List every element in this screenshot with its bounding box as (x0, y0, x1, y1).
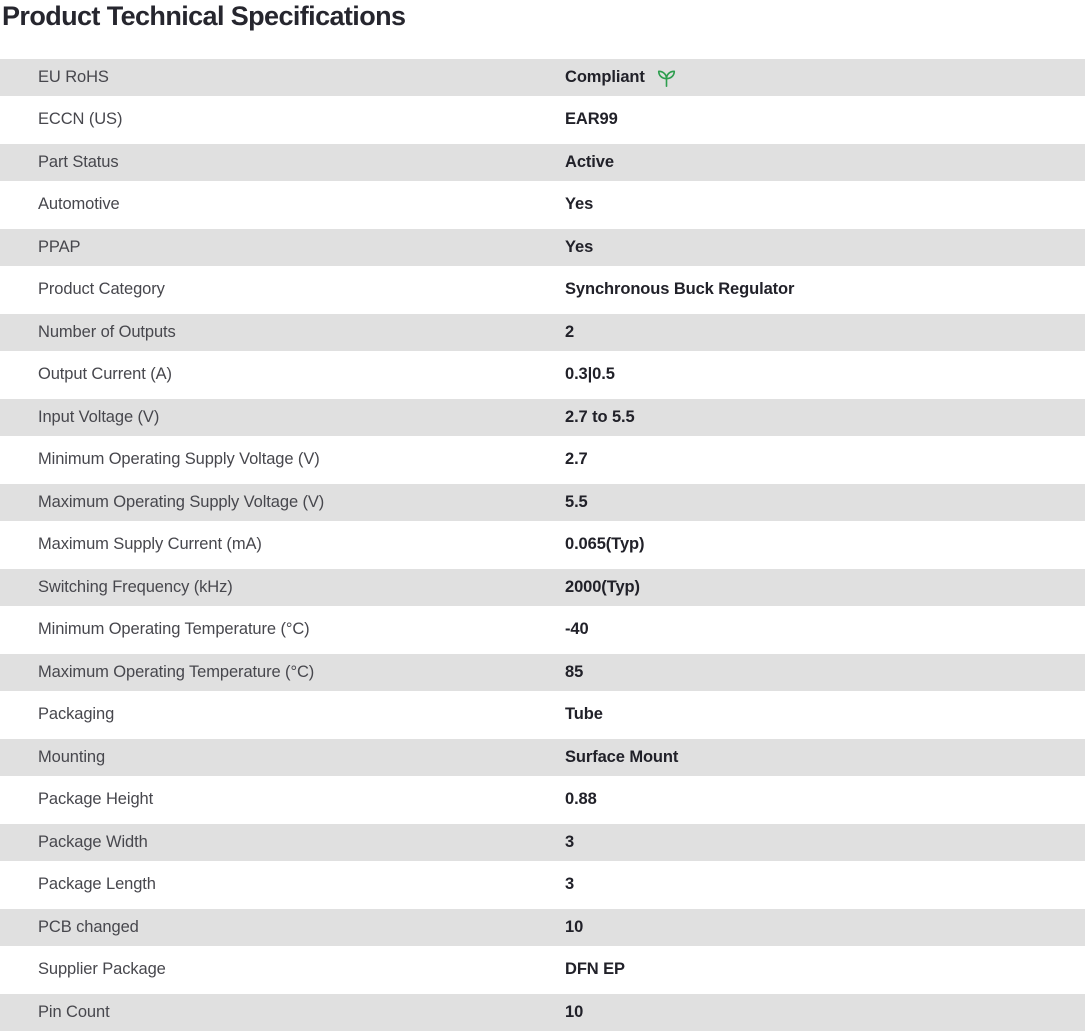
spec-label: EU RoHS (38, 67, 109, 86)
spec-label: PPAP (38, 237, 81, 256)
leaf-icon (655, 66, 678, 89)
table-row: ECCN (US) EAR99 (0, 98, 1085, 141)
table-row: PPAP Yes (0, 226, 1085, 269)
spec-value: Synchronous Buck Regulator (565, 280, 1085, 299)
table-row: Package Height 0.88 (0, 778, 1085, 821)
spec-label: Minimum Operating Supply Voltage (V) (38, 450, 320, 469)
spec-value-text: Surface Mount (565, 747, 679, 766)
spec-label: Number of Outputs (38, 322, 176, 341)
spec-label: Output Current (A) (38, 365, 172, 384)
table-row: Minimum Operating Temperature (°C) -40 (0, 608, 1085, 651)
spec-label: Package Length (38, 875, 156, 894)
table-row: Package Width 3 (0, 821, 1085, 864)
spec-label: Maximum Operating Temperature (°C) (38, 662, 315, 681)
spec-value-text: 3 (565, 832, 575, 851)
spec-value-text: 2000(Typ) (565, 577, 640, 596)
table-row: Supplier Package DFN EP (0, 948, 1085, 991)
spec-label: Switching Frequency (kHz) (38, 577, 233, 596)
spec-value: 3 (565, 833, 1085, 852)
spec-value: 2.7 (565, 450, 1085, 469)
spec-value: 0.065(Typ) (565, 535, 1085, 554)
table-row: Part Status Active (0, 141, 1085, 184)
spec-value: Tube (565, 705, 1085, 724)
spec-value-text: DFN EP (565, 960, 625, 979)
table-row: Mounting Surface Mount (0, 736, 1085, 779)
spec-value-text: -40 (565, 620, 589, 639)
spec-value: 10 (565, 1003, 1085, 1022)
spec-label: Mounting (38, 747, 106, 766)
table-row: Pin Count 10 (0, 991, 1085, 1034)
spec-value: Active (565, 153, 1085, 172)
spec-value: 0.88 (565, 790, 1085, 809)
page-title: Product Technical Specifications (2, 1, 406, 31)
spec-value-text: Tube (565, 705, 603, 724)
spec-value-text: Yes (565, 237, 594, 256)
spec-value: -40 (565, 620, 1085, 639)
spec-value: EAR99 (565, 110, 1085, 129)
table-row: Minimum Operating Supply Voltage (V) 2.7 (0, 438, 1085, 481)
spec-value-text: 85 (565, 662, 584, 681)
spec-label: Minimum Operating Temperature (°C) (38, 620, 310, 639)
spec-value-text: 0.88 (565, 790, 597, 809)
spec-value: DFN EP (565, 960, 1085, 979)
spec-label: Supplier Package (38, 960, 166, 979)
spec-value: 5.5 (565, 493, 1085, 512)
spec-value: 0.3|0.5 (565, 365, 1085, 384)
spec-value-text: Yes (565, 195, 594, 214)
spec-value-text: 10 (565, 1002, 584, 1021)
spec-label: ECCN (US) (38, 110, 123, 129)
spec-value-text: Synchronous Buck Regulator (565, 280, 795, 299)
spec-label: Product Category (38, 280, 165, 299)
spec-value-text: 10 (565, 917, 584, 936)
spec-label: Pin Count (38, 1002, 110, 1021)
spec-value: 2.7 to 5.5 (565, 408, 1085, 427)
table-row: Packaging Tube (0, 693, 1085, 736)
table-row: Output Current (A) 0.3|0.5 (0, 353, 1085, 396)
table-row: Maximum Supply Current (mA) 0.065(Typ) (0, 523, 1085, 566)
spec-label: Part Status (38, 152, 119, 171)
table-row: EU RoHS Compliant (0, 56, 1085, 99)
spec-value: 10 (565, 918, 1085, 937)
table-row: Package Length 3 (0, 863, 1085, 906)
spec-label: PCB changed (38, 917, 139, 936)
spec-value-text: 0.3|0.5 (565, 365, 615, 384)
spec-label: Package Width (38, 832, 148, 851)
spec-value: Compliant (565, 66, 1085, 89)
spec-value: 2 (565, 323, 1085, 342)
spec-table: EU RoHS Compliant ECCN (US) EAR99 Part S… (0, 56, 1085, 1034)
spec-value: Surface Mount (565, 748, 1085, 767)
spec-value: Yes (565, 195, 1085, 214)
spec-value: 2000(Typ) (565, 578, 1085, 597)
spec-value: Yes (565, 238, 1085, 257)
spec-label: Package Height (38, 790, 154, 809)
spec-value-text: 5.5 (565, 492, 588, 511)
table-row: Input Voltage (V) 2.7 to 5.5 (0, 396, 1085, 439)
table-row: Maximum Operating Supply Voltage (V) 5.5 (0, 481, 1085, 524)
spec-label: Packaging (38, 705, 115, 724)
table-row: Automotive Yes (0, 183, 1085, 226)
table-row: PCB changed 10 (0, 906, 1085, 949)
table-row: Product Category Synchronous Buck Regula… (0, 268, 1085, 311)
spec-value: 3 (565, 875, 1085, 894)
spec-value-text: Compliant (565, 67, 645, 86)
spec-value-text: 0.065(Typ) (565, 535, 645, 554)
spec-label: Input Voltage (V) (38, 407, 160, 426)
spec-label: Automotive (38, 195, 120, 214)
spec-value: 85 (565, 663, 1085, 682)
spec-value-text: 2.7 (565, 450, 588, 469)
spec-value-text: 2 (565, 322, 575, 341)
table-row: Maximum Operating Temperature (°C) 85 (0, 651, 1085, 694)
spec-value-text: EAR99 (565, 110, 618, 129)
table-row: Number of Outputs 2 (0, 311, 1085, 354)
spec-label: Maximum Operating Supply Voltage (V) (38, 492, 325, 511)
table-row: Switching Frequency (kHz) 2000(Typ) (0, 566, 1085, 609)
spec-value-text: 2.7 to 5.5 (565, 407, 635, 426)
spec-label: Maximum Supply Current (mA) (38, 535, 262, 554)
spec-value-text: 3 (565, 875, 575, 894)
spec-value-text: Active (565, 152, 614, 171)
